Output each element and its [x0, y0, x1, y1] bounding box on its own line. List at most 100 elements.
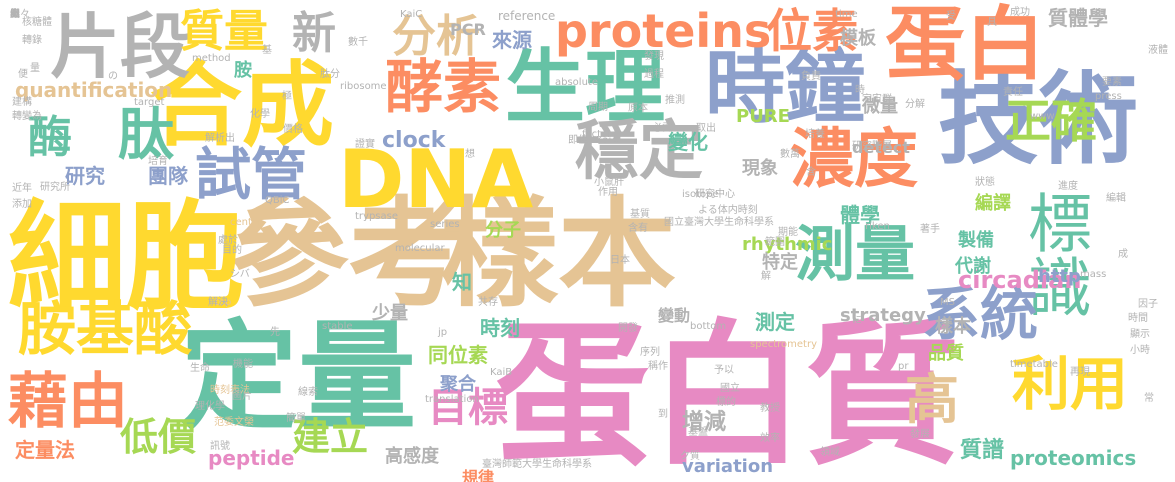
cloud-word: 核糖體 [22, 17, 52, 28]
cloud-word: top [215, 297, 232, 308]
cloud-word: variation [682, 456, 774, 477]
cloud-word: rhythmic [742, 234, 833, 255]
cloud-word: 聚合 [440, 374, 476, 395]
cloud-word: 系統 [922, 280, 1039, 348]
cloud-word: 小時 [1130, 345, 1150, 356]
cloud-word: 機能 [233, 359, 253, 370]
cloud-word: target [134, 97, 165, 108]
cloud-word: 胞 [10, 9, 20, 20]
cloud-word: 便 [18, 69, 28, 80]
cloud-word: translation [425, 394, 479, 405]
cloud-word: 予以 [714, 365, 734, 376]
cloud-word: 作用 [598, 187, 618, 198]
cloud-word: 酵素 [385, 53, 502, 121]
cloud-word: center [230, 217, 263, 228]
cloud-word: 成功 [1010, 7, 1030, 18]
cloud-word: 蛋白質 [495, 305, 960, 482]
cloud-word: 先 [270, 327, 280, 338]
cloud-word: 樣本 [935, 316, 971, 337]
cloud-word: 量 [30, 63, 40, 74]
cloud-word: 時刻表法 [210, 385, 250, 396]
cloud-word: 發展 [910, 429, 930, 440]
cloud-word: 受 [946, 11, 956, 22]
cloud-word: 分析 [392, 11, 480, 62]
cloud-word: http [1038, 266, 1081, 287]
cloud-word: 正確 [1005, 94, 1097, 148]
cloud-word: 時鐘 [705, 41, 865, 134]
cloud-word: 建立 [292, 415, 369, 459]
cloud-word: の [108, 71, 118, 82]
cloud-word: 效率 [760, 433, 780, 444]
cloud-word: 成 [1118, 249, 1128, 260]
cloud-word: 取出 [696, 123, 716, 134]
cloud-word: 濃度 [790, 123, 918, 197]
cloud-word: factor [582, 129, 612, 140]
cloud-word: pr [898, 361, 909, 372]
cloud-word: 基 [262, 45, 272, 56]
cloud-word: 變化 [668, 130, 708, 154]
cloud-word: 小鼠肝 [594, 177, 624, 188]
cloud-word: 基質 [630, 209, 650, 220]
cloud-word: に [852, 315, 862, 326]
cloud-word: 化學 [250, 109, 270, 120]
cloud-word: ribosome [340, 81, 387, 92]
cloud-word: 著手 [920, 224, 940, 235]
cloud-word: 藉由 [8, 367, 128, 437]
cloud-word: 狀態 [975, 177, 995, 188]
cloud-word: 係 [10, 9, 20, 20]
cloud-word: proteomics [1010, 446, 1137, 470]
cloud-word: trypsase [355, 211, 398, 222]
cloud-word: KaiA [596, 135, 619, 146]
cloud-word: 因子 [1138, 299, 1158, 310]
cloud-word: absolute [555, 77, 598, 88]
cloud-word: PCR [450, 20, 486, 39]
cloud-word: 共存 [478, 297, 498, 308]
cloud-word: 標的 [716, 397, 736, 408]
cloud-word: 基盤 [688, 427, 708, 438]
cloud-word: bottom [690, 321, 727, 332]
cloud-word: 含有 [628, 223, 648, 234]
cloud-word: 規律 [462, 468, 495, 482]
cloud-word: 周期 [588, 102, 608, 113]
cloud-word: detect [852, 138, 910, 157]
cloud-word: 推測 [665, 95, 685, 106]
cloud-word: 質體學 [1048, 6, 1108, 30]
cloud-word: 微量 [862, 96, 898, 117]
cloud-word: 新 [292, 8, 336, 59]
cloud-word: 分子 [485, 220, 521, 241]
cloud-word: 期能 [778, 227, 798, 238]
cloud-word: molecular [395, 243, 445, 254]
cloud-word: よる体内時刻 [698, 205, 758, 216]
cloud-word: 價格 [283, 124, 303, 135]
cloud-word: 樣本 [440, 185, 677, 323]
cloud-word: 日本 [610, 255, 630, 266]
cloud-word: 負責 [801, 71, 821, 82]
cloud-word: www [1030, 111, 1055, 122]
cloud-word: 品質 [928, 343, 964, 364]
cloud-word: 範圍 [765, 237, 785, 248]
cloud-word: 片段 [50, 6, 190, 88]
cloud-word: 證實 [355, 139, 375, 150]
cloud-word: press [1095, 91, 1122, 102]
cloud-word: 肽 [118, 103, 174, 168]
cloud-word: 圖片 [232, 391, 252, 402]
cloud-word: 數千 [348, 37, 368, 48]
cloud-word: 常 [1144, 393, 1154, 404]
cloud-word: 現象 [742, 158, 778, 179]
cloud-word: isotope [682, 189, 719, 200]
cloud-word: KaiB [490, 367, 513, 378]
cloud-word: ク質 [680, 451, 700, 462]
cloud-word: 測量 [795, 220, 915, 290]
cloud-word: 責任 [1003, 87, 1023, 98]
cloud-word: strategy [840, 305, 926, 326]
cloud-word: 模板 [840, 28, 876, 49]
cloud-word: MS [940, 297, 955, 308]
cloud-word: 研究所 [40, 182, 70, 193]
cloud-word: 處於 [218, 235, 238, 246]
cloud-word: 測定 [755, 310, 795, 334]
cloud-word: 開發 [618, 323, 638, 334]
cloud-word: 酶 [28, 112, 72, 163]
cloud-word: 質量 [180, 6, 268, 57]
cloud-word: 國立 [720, 383, 740, 394]
cloud-word: 變動 [658, 306, 691, 325]
